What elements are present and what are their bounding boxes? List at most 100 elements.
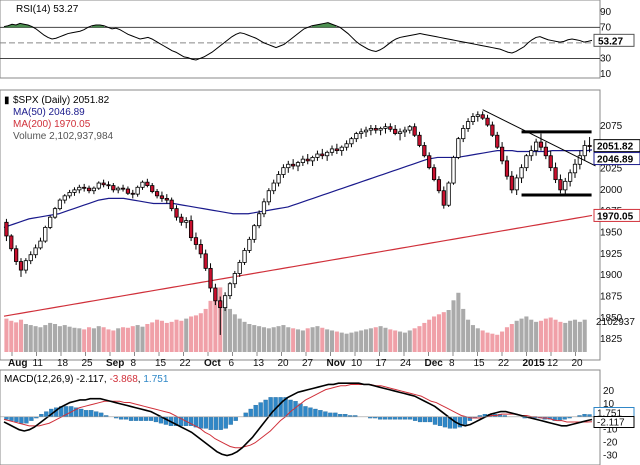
date-label: Nov [327,358,346,369]
macd-histogram-bar [412,416,418,421]
candle-body [417,134,422,146]
macd-line [3,382,593,457]
candle-body [329,148,335,153]
volume-bar [252,325,257,352]
macd-histogram-bar [79,408,84,417]
volume-bar [529,319,534,352]
volume-bar [286,327,291,352]
date-label: Oct [204,358,221,369]
volume-bar [446,310,451,352]
candle-body [349,138,354,145]
candle-body [524,155,529,169]
candle-body [407,126,412,131]
volume-bar [14,322,19,352]
volume-bar [67,326,72,352]
volume-bar [135,325,140,352]
candle-body [427,155,432,169]
macd-histogram-bar [263,399,268,417]
macd-histogram-bar [407,416,413,420]
candle-body [363,129,369,133]
macd-signal-line [3,383,593,449]
macd-histogram-bar [343,414,348,417]
macd-histogram-bar [198,416,203,429]
volume-bar [227,308,233,352]
volume-bar [534,321,539,352]
candle-body [184,220,189,223]
macd-histogram-bar [94,411,99,417]
volume-bar [407,330,412,352]
candle-body [558,179,563,191]
macd-histogram-bar [253,404,258,417]
volume-bar [572,319,578,352]
macd-histogram-bar [462,416,468,425]
macd-histogram-bar [427,416,433,423]
date-label: 27 [302,358,314,369]
volume-bar [179,320,184,352]
candle-body [465,121,471,129]
volume-bar [237,318,242,352]
candle-body [174,208,179,218]
price-tick-label: 1925 [600,249,623,260]
candle-body [461,128,466,140]
macd-histogram-bar [118,416,124,420]
volume-bar [291,328,296,352]
macd-value-tag-box [593,416,635,429]
volume-bar [485,332,490,352]
volume-bar [106,329,111,352]
volume-bar [417,326,422,352]
volume-bar [300,330,305,352]
volume-bar [4,318,9,352]
volume-bar [568,320,573,352]
macd-axis: 20100-10-20-301.751-2.117 [0,386,635,462]
candle-body [504,160,510,177]
macd-histogram-bar [437,416,443,426]
candle-body [397,131,403,134]
candle-body [154,191,160,197]
candle-body [509,175,514,191]
macd-histogram-bar [213,416,218,430]
macd-panel-frame [0,369,601,465]
candle-body [33,247,38,256]
candle-body [344,143,349,148]
volume-bar [310,327,315,352]
rsi-panel-frame [0,0,601,79]
volume-bar [329,330,335,352]
volume-bar [582,319,587,352]
macd-histogram-bar [432,416,438,425]
candle-body [310,157,315,162]
candle-body [373,128,378,131]
candle-body [281,167,286,175]
macd-histogram-bar [388,416,393,420]
date-label: 8 [449,358,455,369]
volume-bar [441,312,446,352]
volume-bar [77,328,82,352]
candle-body [130,192,135,195]
date-label: 20 [572,358,584,369]
volume-bar [577,321,582,352]
volume-bar [543,318,548,352]
volume-bar [111,330,116,352]
candle-body [193,237,199,245]
candle-body [383,126,388,129]
date-label: 8 [131,358,137,369]
macd-histogram-bar [138,416,144,421]
price-title-icon: ▮ [4,95,10,106]
price-tick-label: 2025 [600,164,623,175]
candle-body [470,116,476,123]
volume-bar [43,325,48,352]
candle-body [548,155,553,169]
macd-histogram-bar [422,416,428,423]
volume-bar [514,320,519,352]
macd-histogram-bar [393,416,398,420]
volume-bar [9,320,14,352]
volume-bar [500,331,505,352]
volume-bar [116,328,121,352]
volume-bar [470,325,475,352]
candle-body [441,190,446,206]
macd-histogram-bar [128,416,134,421]
candle-body [140,181,145,188]
volume-bar [475,328,480,352]
volume-bar [155,319,160,352]
volume-bar [334,331,339,352]
macd-histogram-bar [218,416,223,430]
